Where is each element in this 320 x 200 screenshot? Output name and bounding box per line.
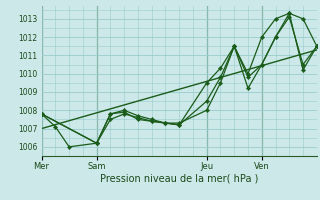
X-axis label: Pression niveau de la mer( hPa ): Pression niveau de la mer( hPa ) <box>100 173 258 183</box>
